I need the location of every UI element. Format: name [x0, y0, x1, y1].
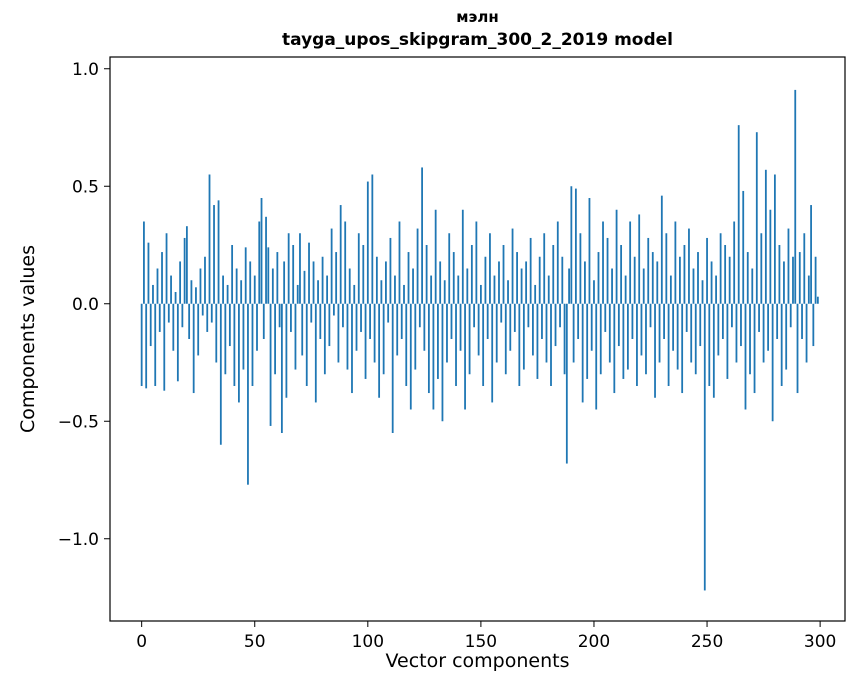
svg-text:0: 0 [136, 632, 147, 652]
svg-text:−0.5: −0.5 [58, 412, 99, 432]
svg-text:0.0: 0.0 [72, 295, 99, 315]
svg-text:300: 300 [804, 632, 836, 652]
svg-text:−1.0: −1.0 [58, 530, 99, 550]
svg-text:100: 100 [352, 632, 384, 652]
x-axis-label: Vector components [385, 650, 570, 672]
chart-subtitle: tayga_upos_skipgram_300_2_2019 model [282, 30, 673, 50]
svg-text:250: 250 [691, 632, 723, 652]
svg-text:150: 150 [465, 632, 497, 652]
chart-title: мэлн [456, 8, 499, 26]
svg-text:0.5: 0.5 [72, 177, 99, 197]
svg-text:200: 200 [578, 632, 610, 652]
svg-text:1.0: 1.0 [72, 60, 99, 80]
svg-text:50: 50 [244, 632, 266, 652]
y-axis-label: Components values [17, 244, 39, 434]
